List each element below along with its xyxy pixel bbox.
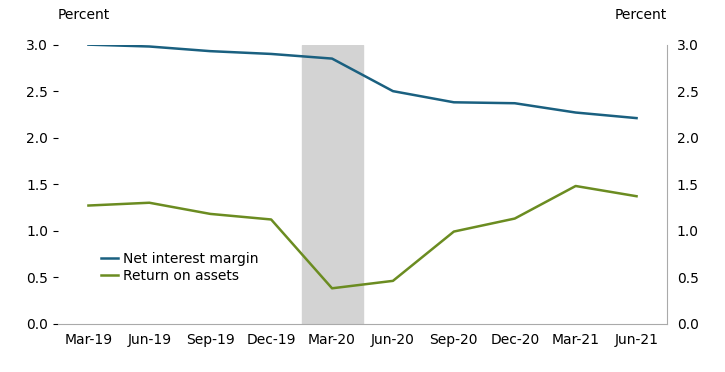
Text: Percent: Percent bbox=[615, 8, 667, 22]
Line: Net interest margin: Net interest margin bbox=[88, 45, 637, 118]
Return on assets bbox=[84, 203, 93, 208]
Net interest margin bbox=[450, 100, 458, 105]
Net interest margin bbox=[206, 49, 215, 53]
Return on assets bbox=[450, 229, 458, 234]
Return on assets bbox=[510, 217, 519, 221]
Net interest margin bbox=[145, 44, 154, 49]
Bar bbox=[302, 45, 362, 324]
Net interest margin bbox=[267, 52, 276, 56]
Legend: Net interest margin, Return on assets: Net interest margin, Return on assets bbox=[96, 246, 264, 289]
Line: Return on assets: Return on assets bbox=[88, 186, 637, 288]
Net interest margin bbox=[84, 42, 93, 47]
Return on assets bbox=[145, 201, 154, 205]
Net interest margin bbox=[510, 101, 519, 106]
Return on assets bbox=[267, 217, 276, 222]
Return on assets bbox=[328, 286, 336, 291]
Net interest margin bbox=[632, 116, 641, 121]
Return on assets bbox=[571, 184, 580, 188]
Return on assets bbox=[206, 212, 215, 216]
Net interest margin bbox=[571, 110, 580, 115]
Net interest margin bbox=[328, 56, 336, 61]
Net interest margin bbox=[389, 89, 397, 93]
Text: Percent: Percent bbox=[58, 8, 110, 22]
Return on assets bbox=[632, 194, 641, 198]
Return on assets bbox=[389, 279, 397, 283]
